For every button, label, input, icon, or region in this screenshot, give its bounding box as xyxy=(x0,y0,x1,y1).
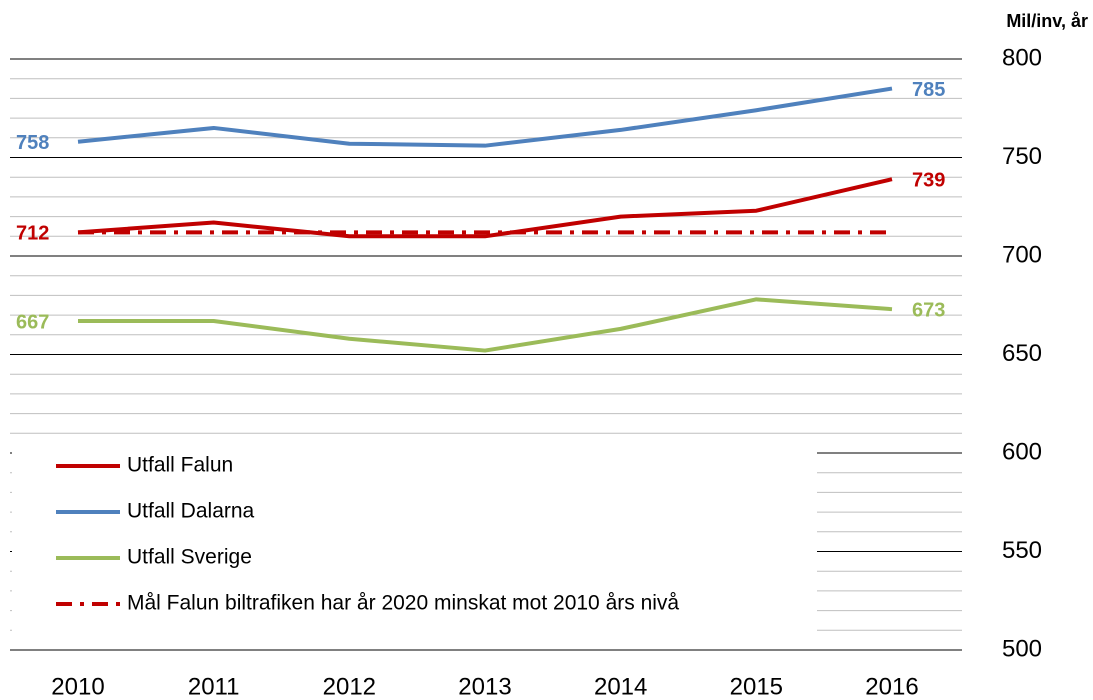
legend-label: Utfall Falun xyxy=(127,454,233,477)
series-line xyxy=(77,86,893,148)
value-label: 673 xyxy=(912,299,945,321)
value-label: 739 xyxy=(912,169,945,191)
legend-box xyxy=(12,436,817,640)
y-tick-label: 750 xyxy=(1002,143,1042,170)
y-tick-label: 600 xyxy=(1002,438,1042,465)
legend-label: Utfall Sverige xyxy=(127,546,252,569)
x-tick-label: 2012 xyxy=(323,673,376,700)
value-label: 785 xyxy=(912,79,945,101)
y-tick-label: 800 xyxy=(1002,44,1042,71)
y-tick-label: 700 xyxy=(1002,241,1042,268)
series-line xyxy=(77,177,893,239)
x-tick-label: 2010 xyxy=(51,673,104,700)
legend-label: Utfall Dalarna xyxy=(127,500,255,523)
x-tick-label: 2016 xyxy=(865,673,918,700)
x-tick-label: 2013 xyxy=(458,673,511,700)
y-tick-label: 650 xyxy=(1002,340,1042,367)
series-line xyxy=(78,297,893,353)
value-label: 712 xyxy=(16,223,49,245)
y-axis-label: Mil/inv, år xyxy=(1006,11,1088,31)
x-tick-label: 2015 xyxy=(730,673,783,700)
x-tick-label: 2014 xyxy=(594,673,647,700)
y-tick-label: 550 xyxy=(1002,537,1042,564)
value-label: 667 xyxy=(16,311,49,333)
value-label: 758 xyxy=(16,132,49,154)
x-tick-label: 2011 xyxy=(188,673,240,700)
legend-label: Mål Falun biltrafiken har år 2020 minska… xyxy=(127,592,679,615)
y-tick-label: 500 xyxy=(1002,635,1042,662)
